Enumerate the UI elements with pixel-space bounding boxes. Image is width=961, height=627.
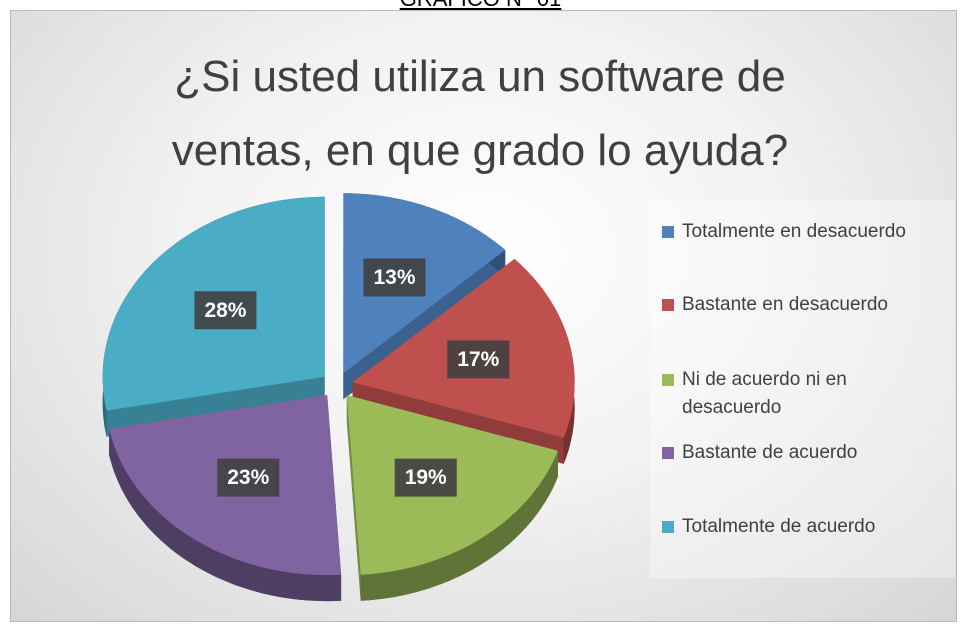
caption: GRÁFICO N° 01 [0,0,961,12]
slice-wall [346,395,361,601]
legend-label: Totalmente de acuerdo [682,516,876,537]
legend: Totalmente en desacuerdo Bastante en desa… [650,200,955,578]
legend-item: Bastante de acuerdo [662,439,947,467]
value-label: 28% [204,299,246,322]
slice-side [360,450,558,601]
legend-item: Bastante en desacuerdo [662,291,947,319]
legend-swatch [662,521,674,533]
legend-label: Ni de acuerdo ni en desacuerdo [682,369,847,418]
value-label-box [394,458,457,497]
legend-swatch [662,374,674,386]
value-label: 13% [373,266,415,289]
slice [109,395,342,602]
value-label: 23% [227,466,269,489]
legend-item: Totalmente en desacuerdo [662,218,947,246]
legend-label: Bastante en desacuerdo [682,294,888,315]
value-label-box [217,458,280,497]
slice-side [109,428,342,602]
legend-label: Totalmente en desacuerdo [682,221,906,242]
value-label: 17% [457,348,499,371]
legend-item: Ni de acuerdo ni en desacuerdo [662,366,947,422]
legend-item: Totalmente de acuerdo [662,513,947,541]
legend-swatch [662,299,674,311]
value-label-box [363,258,426,297]
value-label-box [194,291,257,330]
value-label-box [447,340,510,379]
legend-swatch [662,226,674,238]
legend-swatch [662,447,674,459]
chart-title: ¿Si usted utiliza un software de ventas,… [171,52,789,175]
legend-label: Bastante de acuerdo [682,442,858,463]
value-label: 19% [405,466,447,489]
